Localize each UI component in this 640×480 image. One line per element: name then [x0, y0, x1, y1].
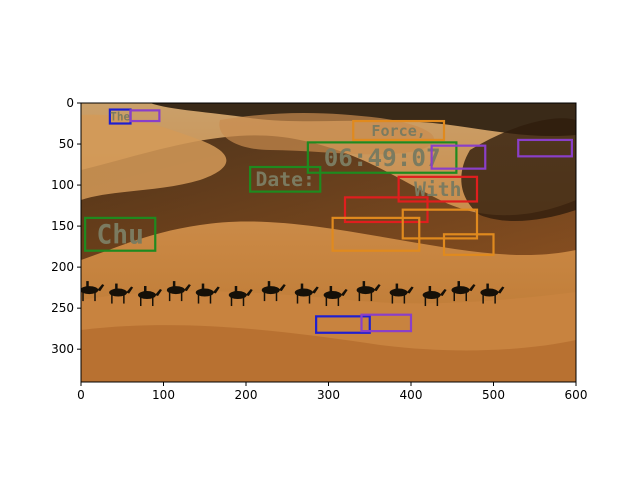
text-detection-box: The: [108, 108, 132, 125]
x-tick-label: 100: [152, 388, 175, 402]
text-detection-box: 06:49:07: [306, 141, 458, 174]
x-tick-label: 500: [482, 388, 505, 402]
camel-silhouette: [109, 283, 134, 304]
detected-word: The: [110, 110, 130, 123]
y-tick-label: 0: [66, 96, 74, 110]
camel-silhouette: [166, 281, 191, 302]
y-tick-label: 50: [59, 137, 74, 151]
detected-word: Chu: [96, 220, 143, 250]
camel-silhouette: [480, 283, 505, 304]
text-detection-box: [430, 144, 487, 170]
text-detection-box: Chu: [84, 216, 157, 252]
detected-word: Force,: [371, 122, 425, 140]
camel-silhouette: [422, 286, 447, 307]
y-tick-label: 250: [51, 301, 74, 315]
dune-light-top: [219, 113, 435, 155]
detected-word: With: [414, 178, 461, 201]
text-detection-box: [517, 138, 573, 158]
text-detection-box: With: [397, 175, 479, 203]
text-detection-box: [129, 109, 161, 123]
x-tick-label: 300: [317, 388, 340, 402]
text-detection-box: [442, 233, 495, 256]
camel-silhouette: [294, 283, 319, 304]
x-axis: 0 100 200 300 400 500 600: [77, 382, 587, 402]
dune-ridge-left: [81, 114, 227, 200]
text-detection-box: Date:: [249, 165, 322, 193]
detection-outline: [315, 315, 371, 334]
dune-shadow-right: [461, 118, 576, 222]
text-detection-box: Force,: [352, 119, 446, 142]
detection-outline: [442, 233, 495, 256]
detection-outline: [84, 216, 157, 252]
detection-outline: [306, 141, 458, 174]
detection-outline: [249, 165, 322, 193]
detection-outline: [397, 175, 479, 203]
x-tick-label: 600: [565, 388, 588, 402]
detected-word: Date:: [256, 168, 315, 191]
camel-silhouette: [389, 283, 414, 304]
y-tick-label: 100: [51, 178, 74, 192]
dune-foreground-shadow: [81, 325, 576, 382]
detected-word: 06:49:07: [324, 143, 441, 172]
camel-caravan: [81, 281, 505, 307]
detection-outline: [430, 144, 487, 170]
detection-outline: [129, 109, 161, 123]
text-detection-box: [331, 216, 421, 252]
y-tick-label: 150: [51, 219, 74, 233]
x-tick-label: 200: [235, 388, 258, 402]
detection-outline: [517, 138, 573, 158]
camel-silhouette: [261, 281, 286, 302]
text-detection-box: [401, 208, 479, 240]
y-tick-label: 200: [51, 260, 74, 274]
text-detections: The Force, 06:49:07 Date: With Chu: [84, 108, 573, 334]
text-detection-box: [360, 313, 413, 333]
camel-silhouette: [323, 286, 348, 307]
text-detection-box: [315, 315, 371, 334]
y-tick-label: 300: [51, 342, 74, 356]
camel-silhouette: [356, 281, 381, 302]
camel-silhouette: [81, 281, 105, 302]
x-tick-label: 0: [77, 388, 85, 402]
detection-outline: [331, 216, 421, 252]
camel-silhouette: [138, 286, 162, 307]
plot-area: The Force, 06:49:07 Date: With Chu: [81, 103, 576, 382]
camel-silhouette: [451, 281, 476, 302]
camel-silhouette: [195, 283, 220, 304]
detection-outline: [401, 208, 479, 240]
x-tick-label: 400: [400, 388, 423, 402]
detection-outline: [352, 119, 446, 142]
detection-outline: [360, 313, 413, 333]
y-axis: 0 50 100 150 200 250 300: [51, 96, 81, 356]
camel-silhouette: [228, 286, 253, 307]
